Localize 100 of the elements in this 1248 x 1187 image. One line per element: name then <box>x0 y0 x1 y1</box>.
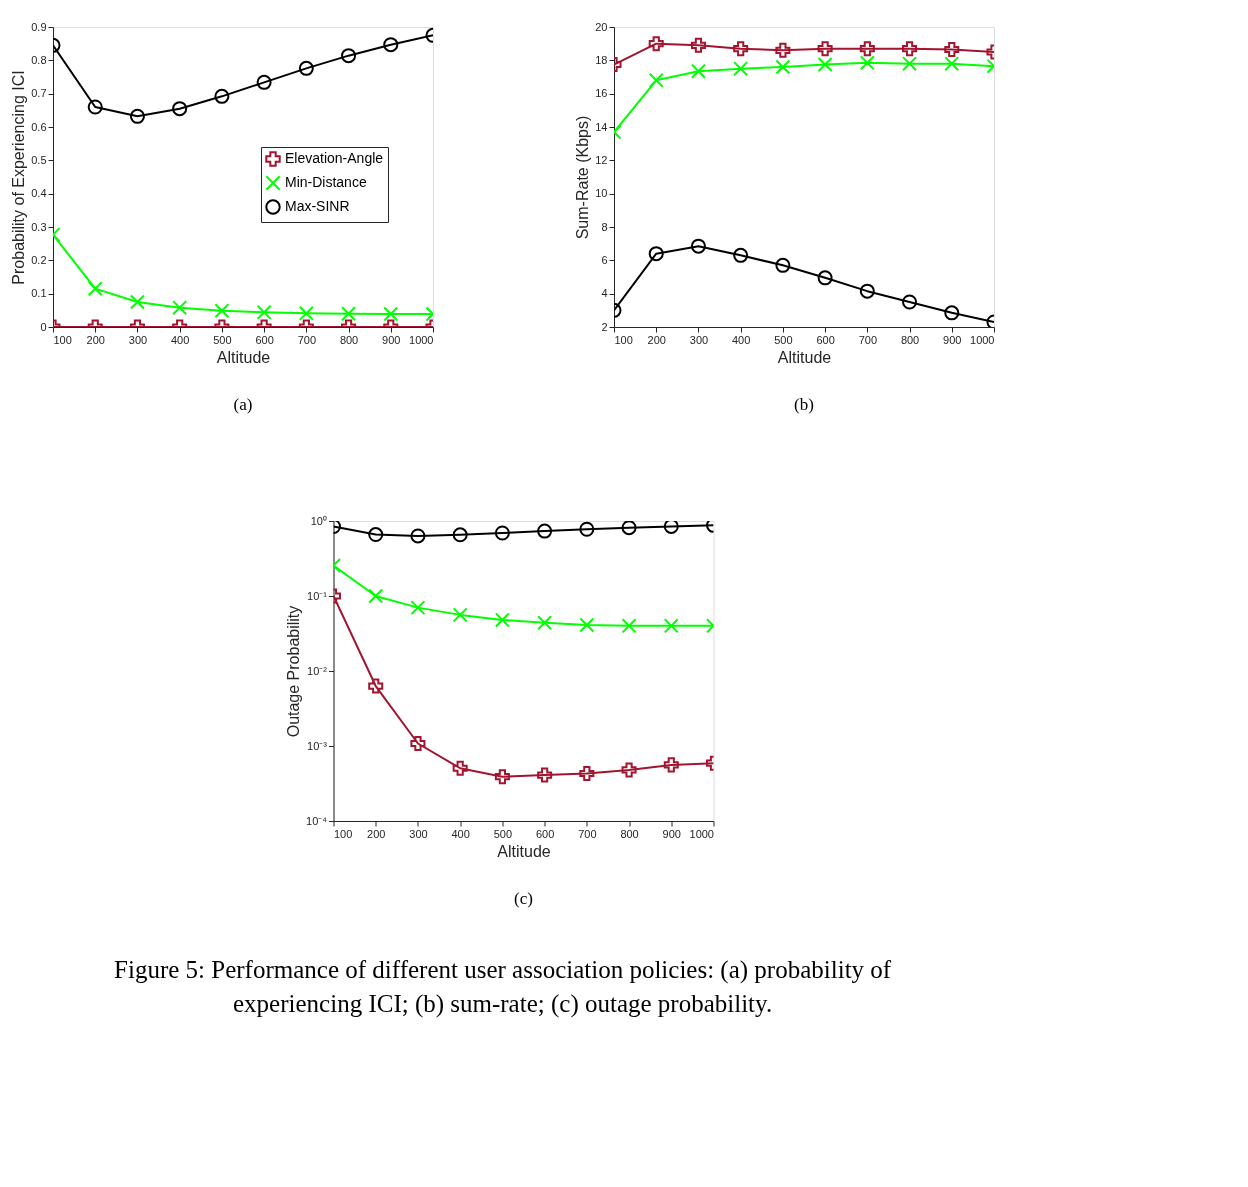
point <box>902 294 918 310</box>
x-tick-label: 900 <box>382 333 401 346</box>
point <box>733 61 749 77</box>
point <box>494 525 510 541</box>
y-tick-label: 18 <box>595 53 608 66</box>
point <box>256 74 272 90</box>
point <box>775 257 791 273</box>
y-axis-title: Probability of Experiencing ICI <box>10 70 28 285</box>
y-tick-label: 10⁻² <box>307 664 328 677</box>
point <box>944 41 960 58</box>
point <box>944 56 960 72</box>
point <box>621 618 637 634</box>
text: (a) <box>233 395 253 414</box>
x-axis-title: Altitude <box>216 348 271 366</box>
text: (c) <box>514 889 533 908</box>
point <box>368 678 384 694</box>
x-tick-label: 700 <box>578 827 597 840</box>
point <box>733 41 749 57</box>
point <box>775 59 791 75</box>
point <box>537 767 553 783</box>
point <box>494 612 510 628</box>
y-tick-label: 20 <box>595 20 608 33</box>
x-tick-label: 800 <box>620 827 639 840</box>
x-tick-label: 200 <box>647 333 666 346</box>
x-tick-label: 700 <box>297 333 317 346</box>
x-tick-label: 600 <box>255 333 274 346</box>
y-tick-label: 0 <box>40 320 47 333</box>
point <box>817 56 833 73</box>
y-tick-label: 4 <box>601 287 608 300</box>
x-tick-label: 100 <box>334 827 353 840</box>
point <box>298 60 314 76</box>
y-tick-label: 10⁻¹ <box>307 589 328 602</box>
point <box>902 56 918 72</box>
x-tick-label: 300 <box>409 827 428 840</box>
y-tick-label: 14 <box>595 120 608 133</box>
point <box>690 238 706 254</box>
x-tick-label: 400 <box>731 333 751 346</box>
point <box>648 36 664 52</box>
x-tick-label: 400 <box>170 333 190 346</box>
y-tick-label: 0.9 <box>31 20 47 33</box>
point <box>368 527 384 543</box>
x-tick-label: 1000 <box>689 827 714 840</box>
point <box>368 588 384 604</box>
x-tick-label: 1000 <box>409 333 434 346</box>
x-tick-label: 1000 <box>970 333 995 346</box>
point <box>733 247 749 263</box>
point <box>494 769 510 785</box>
point <box>452 607 468 623</box>
y-tick-label: 0.6 <box>31 120 47 133</box>
point <box>775 42 791 58</box>
y-tick-label: 16 <box>595 87 608 100</box>
y-tick-label: 8 <box>601 220 608 233</box>
point <box>944 305 960 321</box>
point <box>663 757 679 773</box>
point <box>410 600 426 616</box>
point <box>648 246 664 262</box>
y-tick-label: 0.2 <box>31 253 47 266</box>
x-tick-label: 600 <box>816 333 835 346</box>
y-tick-label: 0.8 <box>31 53 47 66</box>
point <box>663 521 679 534</box>
x-axis-title: Altitude <box>497 842 551 860</box>
y-tick-label: 6 <box>601 253 608 266</box>
x-tick-label: 100 <box>614 333 633 346</box>
x-tick-label: 100 <box>53 333 72 346</box>
y-tick-label: 2 <box>601 320 608 333</box>
legend-label: Max-SINR <box>285 198 350 214</box>
point <box>648 72 664 88</box>
text: (b) <box>794 395 814 414</box>
x-tick-label: 700 <box>858 333 878 346</box>
y-tick-label: 0.4 <box>31 187 47 200</box>
x-tick-label: 500 <box>493 827 513 840</box>
point <box>579 521 595 537</box>
point <box>410 528 426 544</box>
x-tick-label: 800 <box>339 333 359 346</box>
point <box>172 101 188 117</box>
x-tick-label: 900 <box>662 827 681 840</box>
y-tick-label: 10⁰ <box>310 514 327 527</box>
y-tick-label: 12 <box>595 153 608 166</box>
point <box>87 99 103 115</box>
point <box>859 41 875 57</box>
point <box>690 63 706 79</box>
y-tick-label: 10⁻⁴ <box>306 814 328 827</box>
x-tick-label: 200 <box>367 827 386 840</box>
point <box>621 762 637 778</box>
x-tick-label: 500 <box>774 333 793 346</box>
x-tick-label: 500 <box>213 333 232 346</box>
point <box>129 108 145 124</box>
x-tick-label: 600 <box>535 827 555 840</box>
y-tick-label: 0.1 <box>31 287 47 300</box>
y-tick-label: 10 <box>595 187 608 200</box>
point <box>579 765 595 782</box>
point <box>579 617 595 633</box>
point <box>452 527 468 543</box>
legend-label: Elevation-Angle <box>285 150 384 166</box>
point <box>341 48 357 64</box>
caption: Figure 5: Performance of different user association policies: (a) probability of experiencing ICI; (b) sum-rate; (c) outage probability. <box>114 955 892 1018</box>
point <box>621 521 637 536</box>
point <box>817 41 833 57</box>
point <box>410 735 426 752</box>
point <box>817 270 833 286</box>
